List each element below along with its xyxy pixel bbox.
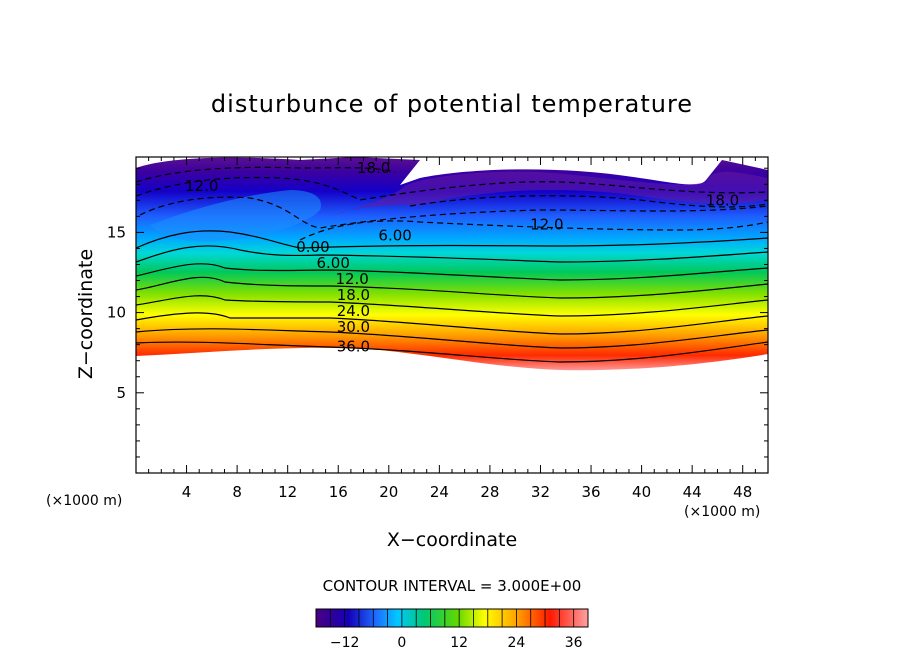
colorbar-tick-label: −12 bbox=[330, 635, 360, 651]
x-tick-label: 20 bbox=[379, 483, 398, 501]
contour-lines-positive bbox=[136, 230, 768, 363]
contour-label: 18.0 bbox=[357, 159, 390, 177]
x-tick-label: 36 bbox=[581, 483, 600, 501]
contour-line bbox=[136, 295, 768, 317]
upper-cold-region bbox=[330, 171, 768, 216]
x-tick-label: 28 bbox=[480, 483, 499, 501]
contour-labels: 18.012.018.012.06.000.006.0012.018.024.0… bbox=[185, 159, 739, 355]
contour-label: 0.00 bbox=[296, 238, 329, 256]
contour-line bbox=[136, 245, 768, 263]
x-tick-label: 24 bbox=[430, 483, 449, 501]
contour-label: 18.0 bbox=[337, 286, 370, 304]
contour-line bbox=[136, 176, 768, 201]
contour-label: 12.0 bbox=[335, 270, 368, 288]
colorbar-tick-label: 36 bbox=[565, 635, 583, 651]
contour-label: 24.0 bbox=[337, 302, 370, 320]
y-tick-label: 10 bbox=[107, 304, 126, 322]
contour-line bbox=[136, 230, 768, 249]
contour-interval-label: CONTOUR INTERVAL = 3.000E+00 bbox=[323, 577, 582, 595]
contour-line bbox=[409, 195, 768, 208]
x-tick-label: 48 bbox=[733, 483, 752, 501]
x-axis-title: X−coordinate bbox=[387, 529, 517, 551]
contour-line bbox=[136, 312, 768, 335]
contour-lines-negative bbox=[136, 166, 768, 241]
x-tick-label: 4 bbox=[182, 483, 192, 501]
contour-line bbox=[136, 263, 768, 281]
contour-label: 12.0 bbox=[530, 215, 563, 233]
x-unit-label: (×1000 m) bbox=[684, 504, 760, 520]
contour-line bbox=[139, 196, 768, 229]
contour-line bbox=[136, 276, 768, 299]
contour-line bbox=[136, 328, 768, 349]
colorbar bbox=[315, 608, 589, 628]
y-axis-title: Z−coordinate bbox=[75, 249, 97, 379]
y-axis-ticks: 5 10 15 bbox=[107, 167, 768, 458]
contour-line bbox=[136, 166, 396, 183]
cold-core-region bbox=[150, 190, 321, 242]
contour-label: 36.0 bbox=[337, 337, 370, 355]
y-tick-label: 15 bbox=[107, 223, 126, 241]
colorbar-tick-label: 12 bbox=[450, 635, 468, 651]
y-tick-label: 5 bbox=[116, 384, 126, 402]
contour-line bbox=[299, 220, 768, 241]
colorbar-tick-label: 24 bbox=[508, 635, 526, 651]
contour-line bbox=[136, 341, 768, 363]
chart-title: disturbunce of potential temperature bbox=[211, 90, 693, 118]
contour-label: 18.0 bbox=[706, 191, 739, 209]
contour-label: 6.00 bbox=[378, 227, 411, 245]
contour-label: 30.0 bbox=[337, 318, 370, 336]
colorbar-ticks: −12 0 12 24 36 bbox=[330, 609, 583, 651]
x-axis-ticks: 4 8 12 16 20 24 28 32 36 40 44 48 bbox=[148, 157, 756, 501]
x-tick-label: 8 bbox=[232, 483, 242, 501]
y-unit-label: (×1000 m) bbox=[46, 493, 122, 509]
contour-label: 12.0 bbox=[185, 177, 218, 195]
contour-label: 6.00 bbox=[316, 254, 349, 272]
x-tick-label: 40 bbox=[632, 483, 651, 501]
x-tick-label: 16 bbox=[329, 483, 348, 501]
x-tick-label: 32 bbox=[531, 483, 550, 501]
colorbar-tick-label: 0 bbox=[397, 635, 406, 651]
plot-area: 18.012.018.012.06.000.006.0012.018.024.0… bbox=[136, 157, 768, 371]
x-tick-label: 44 bbox=[683, 483, 702, 501]
x-tick-label: 12 bbox=[278, 483, 297, 501]
